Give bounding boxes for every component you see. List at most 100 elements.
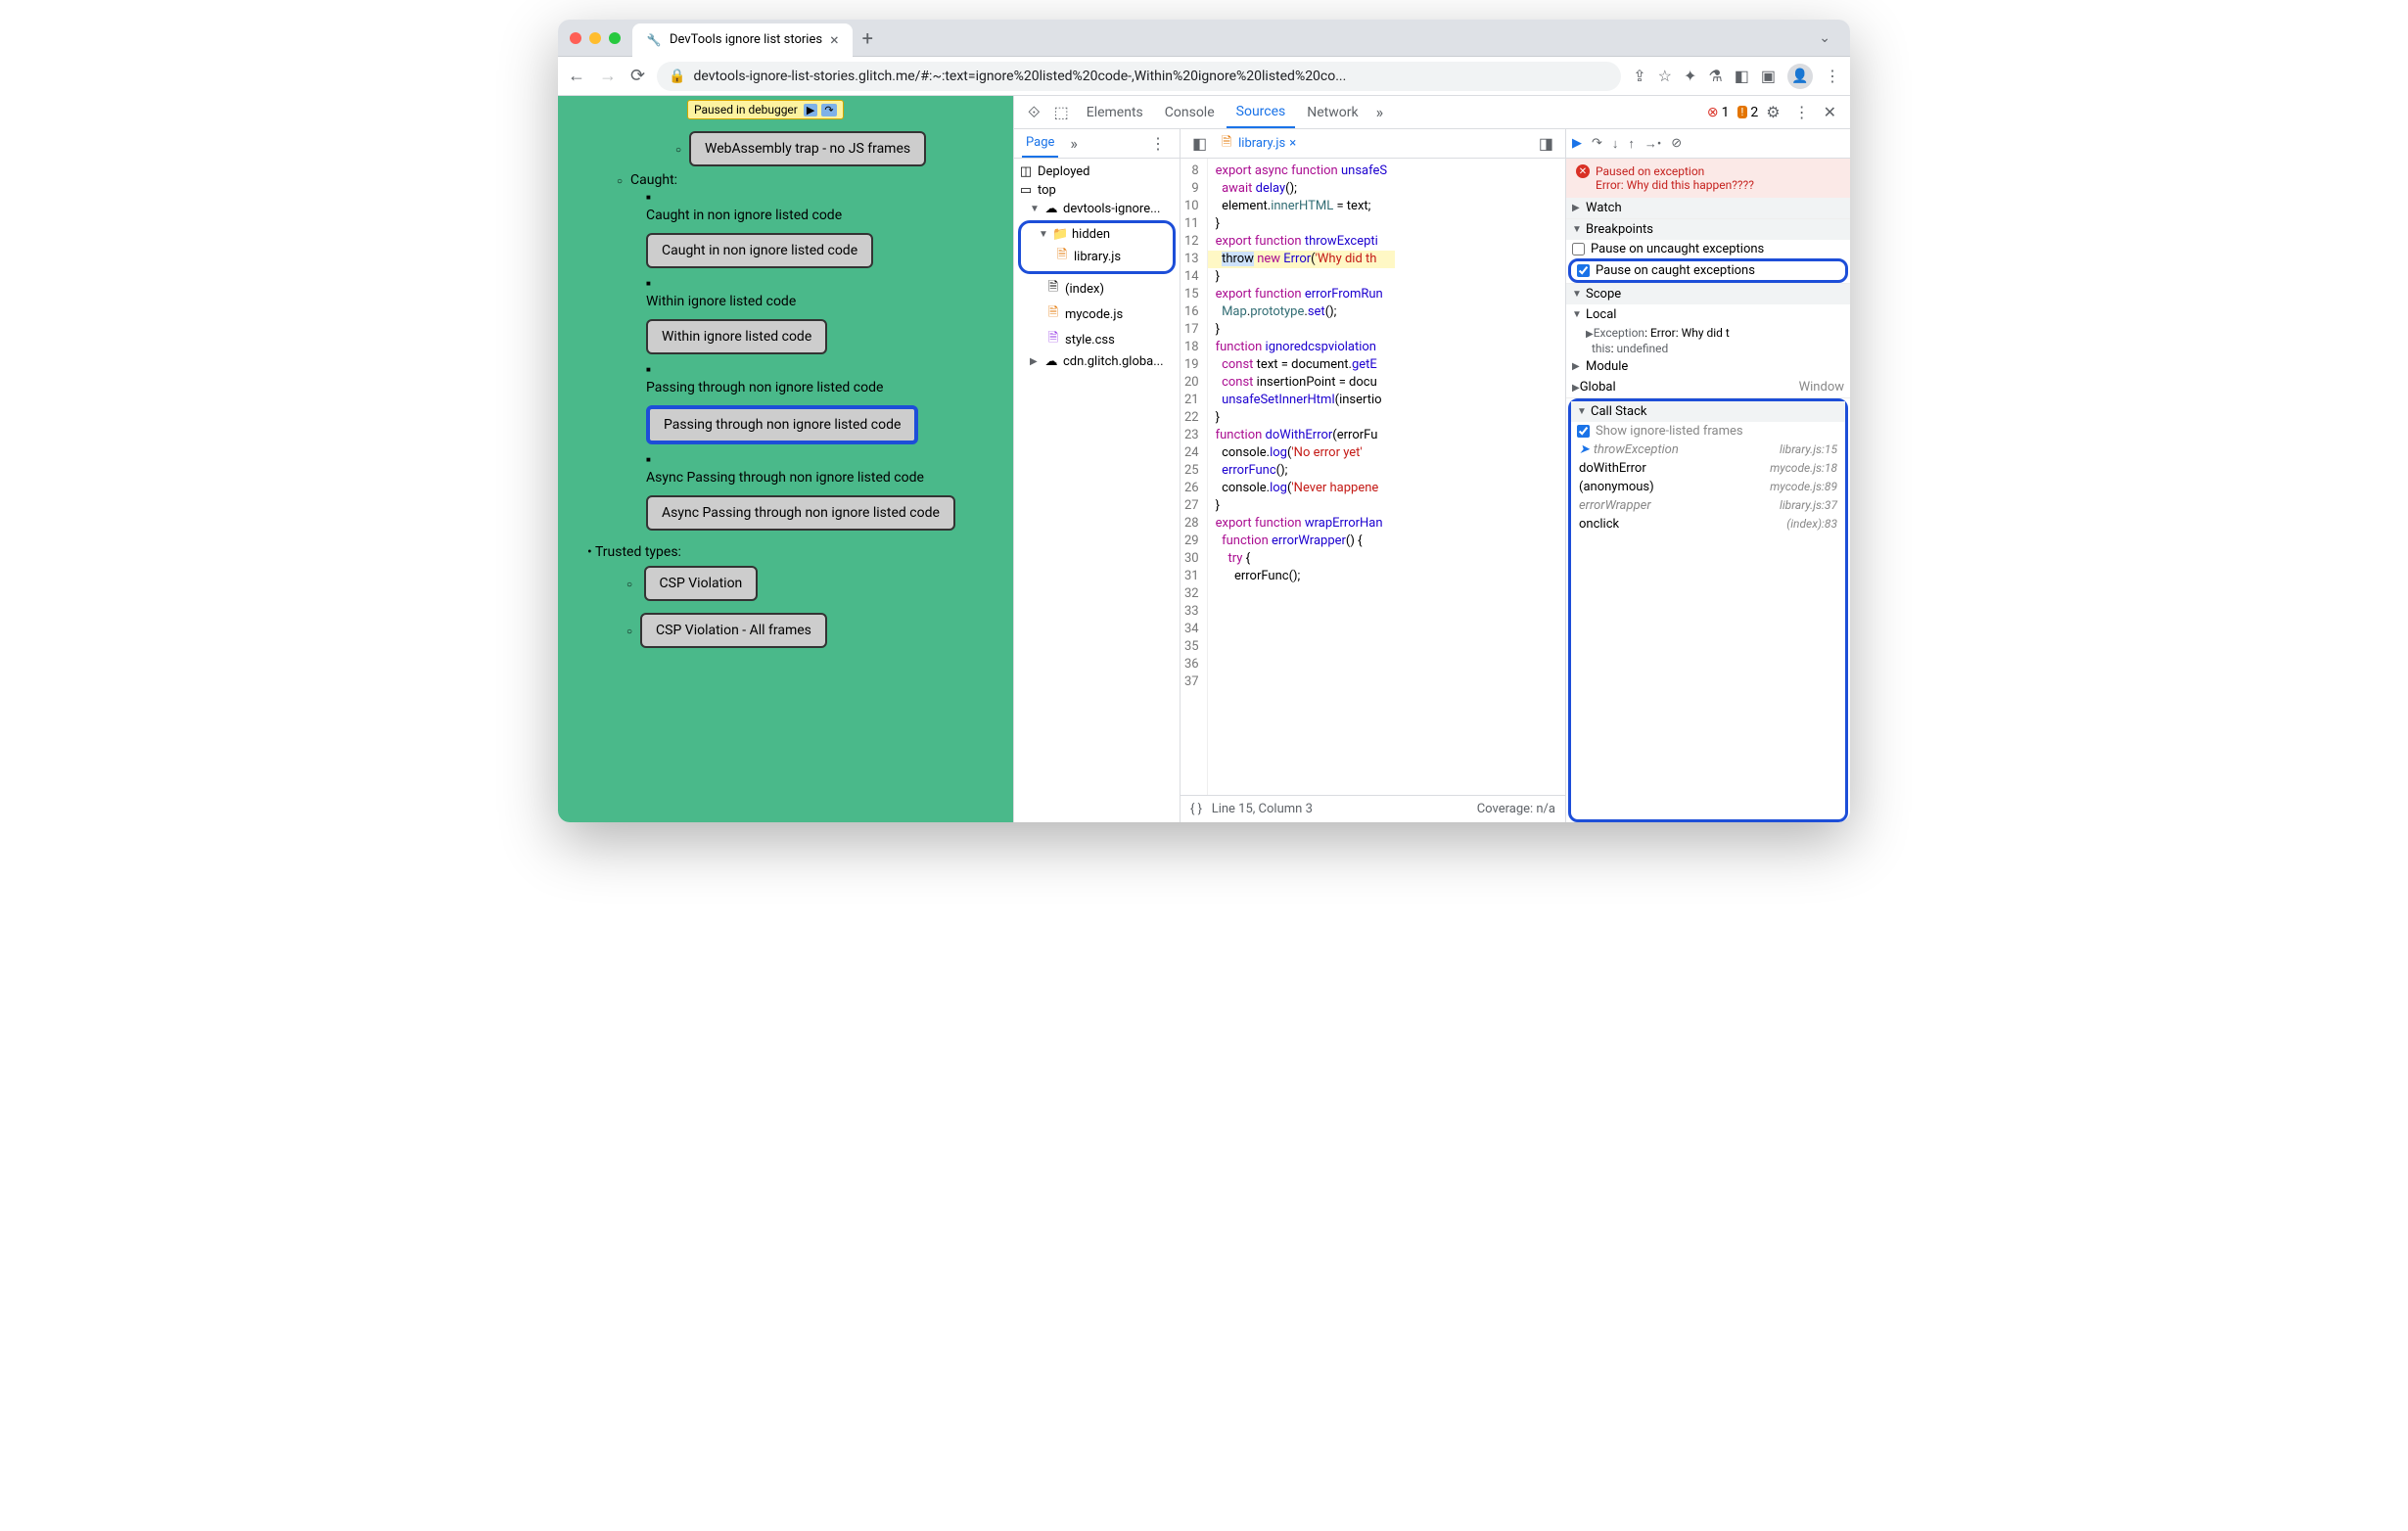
tree-deployed[interactable]: ◫Deployed <box>1014 162 1180 181</box>
warning-count[interactable]: !2 <box>1737 105 1759 120</box>
scope-this: this: undefined <box>1566 341 1850 356</box>
btn-within-ignore[interactable]: Within ignore listed code <box>646 319 827 354</box>
scope-local[interactable]: ▼Local <box>1566 304 1850 325</box>
tab-close-icon[interactable]: × <box>830 30 839 49</box>
tree-hidden-folder[interactable]: ▼📁hidden <box>1023 225 1171 244</box>
close-window-icon[interactable] <box>570 32 581 44</box>
devtools-tabs: ⟐ ⬚ Elements Console Sources Network » ⊗… <box>1014 96 1850 129</box>
more-tabs-icon[interactable]: » <box>1370 103 1390 121</box>
maximize-window-icon[interactable] <box>609 32 621 44</box>
error-count[interactable]: ⊗1 <box>1707 105 1730 120</box>
favicon-icon: 🔧 <box>646 32 662 48</box>
restore-icon[interactable]: ◧ <box>1735 67 1749 85</box>
tabs-dropdown-icon[interactable]: ⌄ <box>1819 30 1830 46</box>
step-icon[interactable]: →• <box>1644 136 1661 152</box>
devtools-panel: ⟐ ⬚ Elements Console Sources Network » ⊗… <box>1014 96 1850 822</box>
deactivate-bp-icon[interactable]: ⊘ <box>1671 136 1682 151</box>
window-controls <box>570 32 621 44</box>
sources-navigator: Page » ⋮ ◫Deployed ▭top ▼☁devtools-ignor… <box>1014 129 1181 822</box>
tree-domain[interactable]: ▼☁devtools-ignore... <box>1014 200 1180 218</box>
editor-file-tab[interactable]: 🗎 library.js × <box>1219 133 1296 155</box>
resume-mini-icon[interactable]: ▶ <box>804 104 817 116</box>
tree-top[interactable]: ▭top <box>1014 181 1180 200</box>
browser-toolbar: ← → ⟳ 🔒 devtools-ignore-list-stories.gli… <box>558 57 1850 96</box>
share-icon[interactable]: ⇪ <box>1633 67 1645 85</box>
toggle-nav-icon[interactable]: ◧ <box>1186 134 1213 153</box>
browser-window: 🔧 DevTools ignore list stories × + ⌄ ← →… <box>558 20 1850 822</box>
code-text[interactable]: export async function unsafeS await dela… <box>1208 159 1395 795</box>
tab-console[interactable]: Console <box>1155 96 1225 128</box>
profile-icon[interactable]: 👤 <box>1787 64 1813 89</box>
device-icon[interactable]: ⬚ <box>1048 103 1075 121</box>
panel-icon[interactable]: ▣ <box>1761 67 1776 85</box>
page-content-area: Paused in debugger ▶↷ WebAssembly trap -… <box>558 96 1014 822</box>
step-over-icon[interactable]: ↷ <box>1592 136 1602 151</box>
pause-message: ✕Paused on exception Error: Why did this… <box>1566 159 1850 198</box>
forward-icon[interactable]: → <box>599 66 617 86</box>
kebab-icon[interactable]: ⋮ <box>1788 103 1816 121</box>
back-icon[interactable]: ← <box>568 66 585 86</box>
labs-icon[interactable]: ⚗ <box>1708 67 1722 85</box>
bp-uncaught-row[interactable]: Pause on uncaught exceptions <box>1566 240 1850 258</box>
scope-exception: ▶Exception: Error: Why did t <box>1566 325 1850 341</box>
scope-section[interactable]: ▼Scope <box>1566 284 1850 304</box>
url-bar[interactable]: 🔒 devtools-ignore-list-stories.glitch.me… <box>657 62 1621 91</box>
btn-caught-non-ignore[interactable]: Caught in non ignore listed code <box>646 233 873 268</box>
btn-csp-violation[interactable]: CSP Violation <box>644 566 759 601</box>
step-mini-icon[interactable]: ↷ <box>821 104 836 116</box>
close-devtools-icon[interactable]: ✕ <box>1818 103 1842 121</box>
show-ignored-row[interactable]: Show ignore-listed frames <box>1571 422 1845 441</box>
nav-more-icon[interactable]: » <box>1064 134 1084 153</box>
stack-frame[interactable]: doWithErrormycode.js:18 <box>1571 459 1845 478</box>
menu-icon[interactable]: ⋮ <box>1825 67 1840 85</box>
list-header: Caught: Caught in non ignore listed code… <box>617 172 994 536</box>
tree-mycode-file[interactable]: 🗎mycode.js <box>1014 302 1180 327</box>
stack-frame[interactable]: errorWrapperlibrary.js:37 <box>1571 496 1845 515</box>
breakpoints-section[interactable]: ▼Breakpoints <box>1566 219 1850 240</box>
reload-icon[interactable]: ⟳ <box>630 66 645 86</box>
paused-badge: Paused in debugger ▶↷ <box>687 100 844 119</box>
tree-index-file[interactable]: 🗎(index) <box>1014 276 1180 302</box>
btn-csp-all[interactable]: CSP Violation - All frames <box>640 613 827 648</box>
btn-wasm[interactable]: WebAssembly trap - no JS frames <box>689 131 926 166</box>
debugger-controls: ▶ ↷ ↓ ↑ →• ⊘ <box>1566 129 1850 159</box>
bookmark-icon[interactable]: ☆ <box>1658 67 1672 85</box>
line-gutter: 8 9 10 11 12 13 14 15 16 17 18 19 20 21 … <box>1181 159 1208 795</box>
stack-frame[interactable]: onclick(index):83 <box>1571 515 1845 534</box>
inspect-icon[interactable]: ⟐ <box>1022 103 1046 122</box>
lock-icon: 🔒 <box>669 69 685 84</box>
step-out-icon[interactable]: ↑ <box>1628 136 1635 152</box>
scope-module[interactable]: ▶Module <box>1566 356 1850 377</box>
tree-cdn[interactable]: ▶☁cdn.glitch.globa... <box>1014 352 1180 371</box>
tab-elements[interactable]: Elements <box>1077 96 1153 128</box>
code-editor: ◧ 🗎 library.js × ◨ 8 9 10 11 12 13 14 15… <box>1181 129 1566 822</box>
tab-title: DevTools ignore list stories <box>670 32 822 47</box>
toggle-sidebar-icon[interactable]: ◨ <box>1533 134 1559 153</box>
url-text: devtools-ignore-list-stories.glitch.me/#… <box>694 69 1347 84</box>
editor-status-bar: { } Line 15, Column 3 Coverage: n/a <box>1181 795 1565 822</box>
debugger-sidebar: ▶ ↷ ↓ ↑ →• ⊘ ✕Paused on exception Error:… <box>1566 129 1850 822</box>
resume-icon[interactable]: ▶ <box>1572 136 1582 151</box>
stack-frame[interactable]: (anonymous)mycode.js:89 <box>1571 478 1845 496</box>
scope-global[interactable]: ▶GlobalWindow <box>1566 377 1850 397</box>
file-tab-close-icon[interactable]: × <box>1289 136 1296 151</box>
callstack-section[interactable]: ▼Call Stack <box>1571 401 1845 422</box>
step-into-icon[interactable]: ↓ <box>1612 136 1619 152</box>
browser-tab[interactable]: 🔧 DevTools ignore list stories × <box>632 23 853 57</box>
bp-caught-row[interactable]: Pause on caught exceptions <box>1571 261 1845 280</box>
watch-section[interactable]: ▶Watch <box>1566 198 1850 218</box>
tree-library-file[interactable]: 🗎library.js <box>1023 244 1171 269</box>
btn-async-passing[interactable]: Async Passing through non ignore listed … <box>646 495 955 531</box>
tab-network[interactable]: Network <box>1297 96 1367 128</box>
btn-passing-through[interactable]: Passing through non ignore listed code <box>646 405 918 444</box>
extensions-icon[interactable]: ✦ <box>1684 67 1696 85</box>
new-tab-icon[interactable]: + <box>862 26 873 50</box>
page-nav-tab[interactable]: Page <box>1022 129 1058 158</box>
settings-icon[interactable]: ⚙ <box>1760 103 1785 121</box>
minimize-window-icon[interactable] <box>589 32 601 44</box>
stack-frame[interactable]: ➤throwExceptionlibrary.js:15 <box>1571 441 1845 459</box>
tree-style-file[interactable]: 🗎style.css <box>1014 327 1180 352</box>
nav-kebab-icon[interactable]: ⋮ <box>1144 134 1172 153</box>
titlebar: 🔧 DevTools ignore list stories × + ⌄ <box>558 20 1850 57</box>
tab-sources[interactable]: Sources <box>1227 96 1296 128</box>
